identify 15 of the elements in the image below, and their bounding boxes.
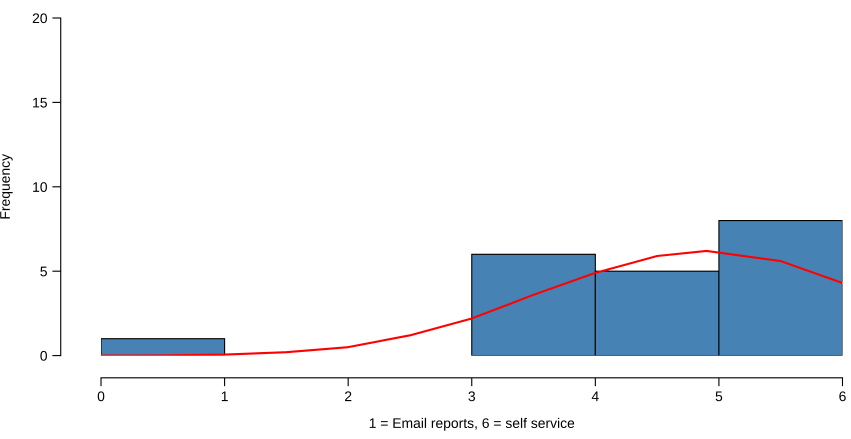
- x-axis-title: 1 = Email reports, 6 = self service: [370, 418, 574, 431]
- y-tick-label: 0: [40, 350, 47, 361]
- y-tick-label: 15: [33, 98, 47, 108]
- x-tick-label: 1: [222, 392, 228, 402]
- y-tick-label: 5: [40, 266, 47, 276]
- line-series: [101, 250, 842, 356]
- y-tick-label: 10: [33, 182, 47, 192]
- y-tick-label: 20: [32, 13, 47, 24]
- x-tick-label: 5: [716, 392, 722, 402]
- x-tick-label: 4: [592, 392, 599, 402]
- y-axis-title: Frequency: [0, 154, 13, 218]
- x-tick-label: 6: [839, 391, 846, 402]
- x-tick-label: 3: [468, 391, 476, 402]
- x-tick-label: 2: [345, 391, 352, 402]
- x-tick-label: 0: [98, 391, 104, 402]
